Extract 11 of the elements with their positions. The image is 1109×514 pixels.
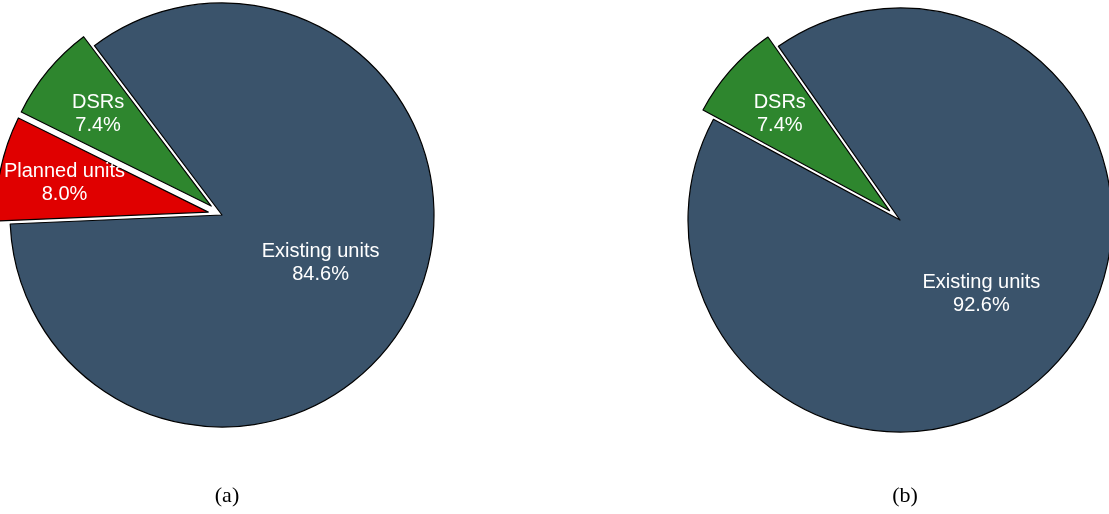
data-label: 7.4% bbox=[75, 112, 122, 135]
data-label: 84.6% bbox=[292, 262, 350, 285]
data-label: 8.0% bbox=[41, 182, 88, 205]
slice-label: Existing units bbox=[922, 269, 1041, 292]
data-label: 92.6% bbox=[953, 292, 1010, 315]
slice-label: DSRs bbox=[71, 89, 125, 112]
slice-label: DSRs bbox=[753, 90, 806, 113]
slice-label: Existing units bbox=[261, 239, 380, 262]
text: (a) bbox=[214, 481, 240, 507]
data-label: 7.4% bbox=[756, 113, 803, 136]
text: (b) bbox=[892, 481, 918, 507]
